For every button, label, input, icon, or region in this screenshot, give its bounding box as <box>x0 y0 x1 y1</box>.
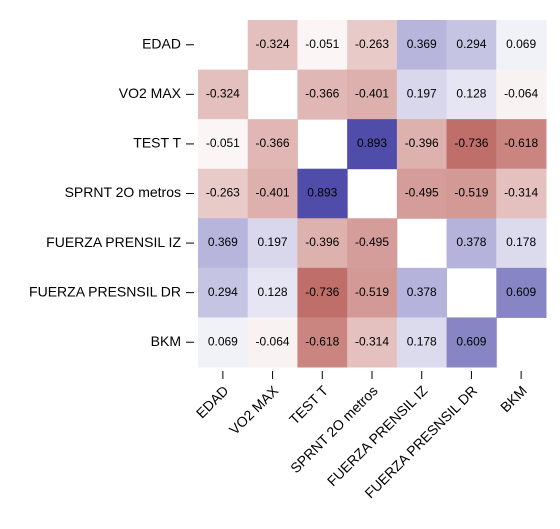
cell-value: 0.378 <box>456 235 486 249</box>
cell-value: -0.618 <box>305 334 339 348</box>
heatmap-cell <box>247 267 298 318</box>
heatmap-cell <box>247 218 298 269</box>
cell-value: -0.396 <box>405 136 439 150</box>
heatmap-cell <box>496 267 547 318</box>
heatmap-cell <box>496 20 547 71</box>
heatmap-cell <box>347 218 398 269</box>
cell-value: 0.893 <box>357 136 387 150</box>
cell-value: -0.396 <box>305 235 339 249</box>
heatmap-cell <box>446 20 497 71</box>
heatmap-cell <box>446 119 497 170</box>
cell-value: 0.128 <box>258 285 288 299</box>
heatmap-cell <box>347 267 398 318</box>
heatmap-cell <box>396 20 448 71</box>
heatmap-cell <box>396 267 448 318</box>
cell-value: 0.069 <box>208 334 238 348</box>
heatmap-cell <box>347 20 398 71</box>
cell-value: -0.495 <box>405 186 439 200</box>
cell-value: 0.178 <box>506 235 536 249</box>
heatmap-cell <box>198 119 249 170</box>
cell-value: 0.178 <box>407 334 437 348</box>
y-tick-label: EDAD <box>142 35 181 51</box>
heatmap-cell <box>198 69 249 120</box>
heatmap-cell <box>396 168 448 219</box>
heatmap-cell <box>396 119 448 170</box>
cell-value: -0.366 <box>305 87 339 101</box>
heatmap-cell <box>496 168 547 219</box>
heatmap-cell <box>396 317 448 368</box>
heatmap-cell <box>297 69 348 120</box>
heatmap-cell <box>297 317 348 368</box>
heatmap-cell <box>446 168 497 219</box>
y-tick-label: TEST T <box>133 135 181 151</box>
y-tick-label: BKM <box>151 333 181 349</box>
heatmap-cell <box>347 317 398 368</box>
heatmap-cell <box>496 69 547 120</box>
cell-value: 0.893 <box>307 186 337 200</box>
cell-value: -0.519 <box>355 285 389 299</box>
heatmap-cell <box>297 20 348 71</box>
heatmap-cell <box>198 218 249 269</box>
cell-value: -0.064 <box>504 87 538 101</box>
cell-value: -0.051 <box>206 136 240 150</box>
cell-value: -0.736 <box>305 285 339 299</box>
cell-value: -0.401 <box>256 186 290 200</box>
cell-value: 0.197 <box>407 87 437 101</box>
heatmap-cell <box>297 168 348 219</box>
heatmap-cell <box>347 119 398 170</box>
cell-value: -0.051 <box>305 37 339 51</box>
heatmap-cell <box>446 317 497 368</box>
cell-value: 0.609 <box>506 285 536 299</box>
heatmap-cell <box>198 168 249 219</box>
y-tick-label: FUERZA PRESNSIL DR <box>29 283 181 299</box>
heatmap-cell <box>347 69 398 120</box>
cell-value: 0.294 <box>456 37 486 51</box>
y-tick-label: SPRNT 2O metros <box>65 184 181 200</box>
cell-value: -0.314 <box>504 186 538 200</box>
cell-value: -0.736 <box>454 136 488 150</box>
x-tick-label: VO2 MAX <box>226 382 282 438</box>
x-tick-label: SPRNT 2O metros <box>287 382 381 476</box>
heatmap-cell <box>396 69 448 120</box>
cell-value: -0.618 <box>504 136 538 150</box>
y-tick-label: FUERZA PRENSIL IZ <box>46 234 181 250</box>
y-tick-label: VO2 MAX <box>119 85 182 101</box>
cell-value: -0.366 <box>256 136 290 150</box>
heatmap-cell <box>297 267 348 318</box>
cell-value: 0.128 <box>456 87 486 101</box>
heatmap-cell <box>247 317 298 368</box>
heatmap-cell <box>446 218 497 269</box>
heatmap-cell <box>496 218 547 269</box>
cell-value: -0.263 <box>355 37 389 51</box>
heatmap-cell <box>247 168 298 219</box>
heatmap-cell <box>247 20 298 71</box>
x-tick-label: EDAD <box>193 382 232 421</box>
heatmap-cell <box>198 267 249 318</box>
cell-value: -0.401 <box>355 87 389 101</box>
cell-value: 0.197 <box>258 235 288 249</box>
heatmap-cell <box>446 69 497 120</box>
x-tick-label: BKM <box>497 382 530 415</box>
cell-value: 0.369 <box>407 37 437 51</box>
cell-value: -0.263 <box>206 186 240 200</box>
cell-value: 0.609 <box>456 334 486 348</box>
heatmap-cell <box>198 317 249 368</box>
cell-value: -0.519 <box>454 186 488 200</box>
cell-value: -0.324 <box>256 37 290 51</box>
x-tick-label: TEST T <box>286 382 331 427</box>
cell-value: 0.294 <box>208 285 238 299</box>
heatmap-cell <box>496 119 547 170</box>
heatmap-cell <box>247 119 298 170</box>
cell-value: -0.495 <box>355 235 389 249</box>
heatmap-cell <box>297 218 348 269</box>
cell-value: -0.324 <box>206 87 240 101</box>
cell-value: 0.069 <box>506 37 536 51</box>
cell-value: 0.369 <box>208 235 238 249</box>
cell-value: -0.314 <box>355 334 389 348</box>
cell-value: 0.378 <box>407 285 437 299</box>
cell-value: -0.064 <box>256 334 290 348</box>
